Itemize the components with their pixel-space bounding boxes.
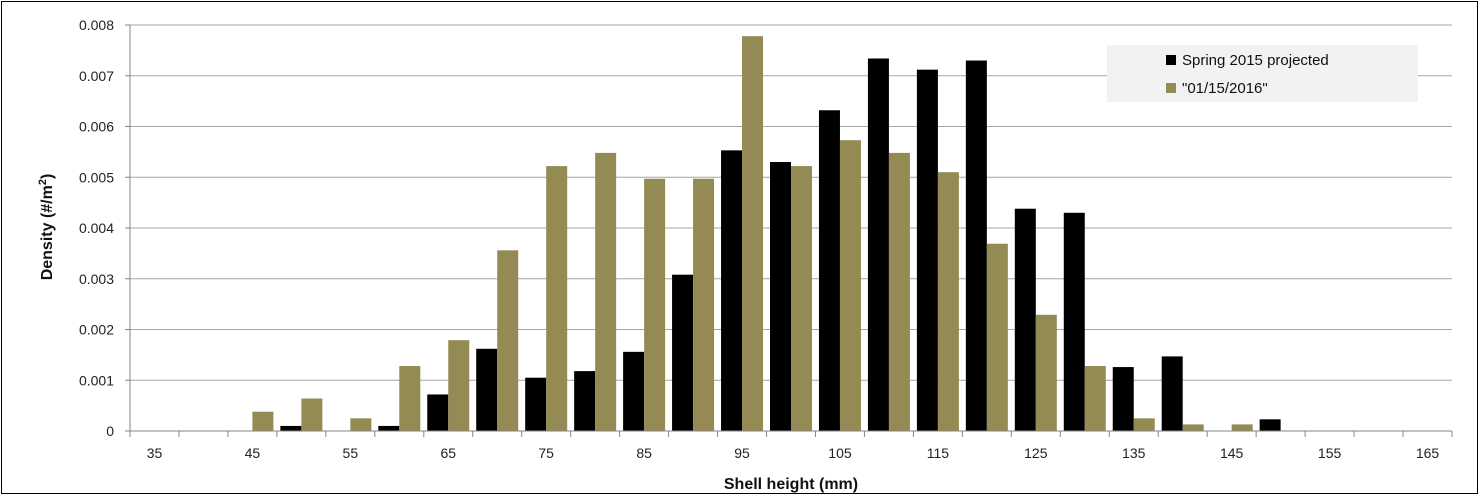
- bar-series-1: [1182, 424, 1204, 431]
- legend: Spring 2015 projected "01/15/2016": [1107, 45, 1418, 102]
- y-tick-label: 0.003: [79, 271, 114, 287]
- y-axis-title: Density (#/m2): [37, 174, 56, 281]
- bar-series-0: [525, 377, 547, 431]
- bar-series-0: [1259, 419, 1281, 431]
- x-tick-label: 45: [245, 445, 261, 461]
- bar-series-0: [721, 150, 743, 431]
- bar-series-1: [839, 140, 861, 431]
- legend-label-spring-2015: Spring 2015 projected: [1182, 52, 1329, 69]
- x-tick-label: 85: [636, 445, 652, 461]
- bar-series-0: [476, 348, 498, 431]
- bar-series-0: [280, 425, 302, 431]
- x-tick-label: 165: [1416, 445, 1440, 461]
- bar-series-0: [574, 371, 596, 431]
- bar-series-1: [1084, 366, 1106, 431]
- bars: [252, 36, 1281, 432]
- axes: [125, 24, 1453, 437]
- x-tick-label: 55: [343, 445, 359, 461]
- bar-series-1: [399, 366, 421, 431]
- x-tick-label: 115: [927, 445, 950, 461]
- legend-box: [1107, 45, 1418, 102]
- y-tick-label: 0.001: [79, 372, 114, 388]
- legend-swatch-2016: [1166, 83, 1176, 93]
- y-axis-title-close: ): [39, 174, 56, 179]
- bar-series-1: [350, 418, 372, 431]
- x-axis-title: Shell height (mm): [724, 476, 858, 493]
- bar-series-1: [644, 178, 666, 431]
- x-tick-labels: 35 45 55 65 75 85 95 105 115 125 135 145 155 165: [147, 445, 1440, 461]
- x-tick-label: 125: [1024, 445, 1048, 461]
- x-tick-label: 105: [828, 445, 852, 461]
- y-tick-label: 0: [106, 423, 114, 439]
- legend-label-2016: "01/15/2016": [1182, 80, 1268, 97]
- bar-series-0: [965, 60, 987, 431]
- bar-series-1: [546, 166, 568, 431]
- y-tick-label: 0.006: [79, 119, 114, 135]
- y-tick-label: 0.004: [79, 220, 114, 236]
- x-tick-label: 145: [1220, 445, 1244, 461]
- bar-series-0: [1161, 356, 1183, 431]
- bar-series-1: [1133, 418, 1155, 431]
- bar-series-1: [1035, 314, 1057, 431]
- x-tick-label: 135: [1122, 445, 1146, 461]
- y-tick-label: 0.005: [79, 169, 114, 185]
- bar-series-0: [916, 69, 938, 431]
- bar-series-1: [497, 250, 519, 431]
- bar-series-1: [986, 243, 1008, 431]
- bar-series-0: [1014, 208, 1036, 431]
- bar-series-0: [427, 394, 449, 431]
- y-tick-labels: 0 0.001 0.002 0.003 0.004 0.005 0.006 0.007 0.00…: [79, 17, 114, 439]
- x-tick-label: 155: [1318, 445, 1342, 461]
- y-tick-label: 0.007: [79, 68, 114, 84]
- bar-series-1: [252, 411, 274, 431]
- y-tick-label: 0.002: [79, 322, 114, 338]
- y-tick-label: 0.008: [79, 17, 114, 33]
- legend-swatch-spring-2015: [1166, 55, 1176, 65]
- bar-series-1: [301, 398, 323, 431]
- bar-series-0: [672, 274, 694, 431]
- bar-series-0: [818, 110, 840, 431]
- bar-series-1: [937, 172, 959, 432]
- bar-series-1: [448, 340, 470, 431]
- bar-series-1: [1231, 424, 1253, 431]
- bar-series-0: [378, 425, 400, 431]
- bar-series-1: [888, 152, 910, 431]
- bar-series-1: [742, 36, 764, 432]
- bar-series-0: [1063, 212, 1085, 431]
- bar-series-1: [693, 178, 715, 431]
- bar-series-0: [867, 58, 889, 431]
- y-axis-title-main: Density (#/m: [39, 185, 56, 280]
- y-axis-title-sup: 2: [37, 179, 49, 185]
- bar-series-1: [595, 152, 617, 431]
- bar-series-0: [623, 351, 645, 431]
- bar-series-0: [1112, 367, 1134, 431]
- bar-series-1: [791, 166, 812, 431]
- x-tick-label: 35: [147, 445, 163, 461]
- x-tick-label: 65: [440, 445, 456, 461]
- x-tick-label: 75: [538, 445, 554, 461]
- x-tick-label: 95: [734, 445, 750, 461]
- bar-series-0: [770, 162, 791, 431]
